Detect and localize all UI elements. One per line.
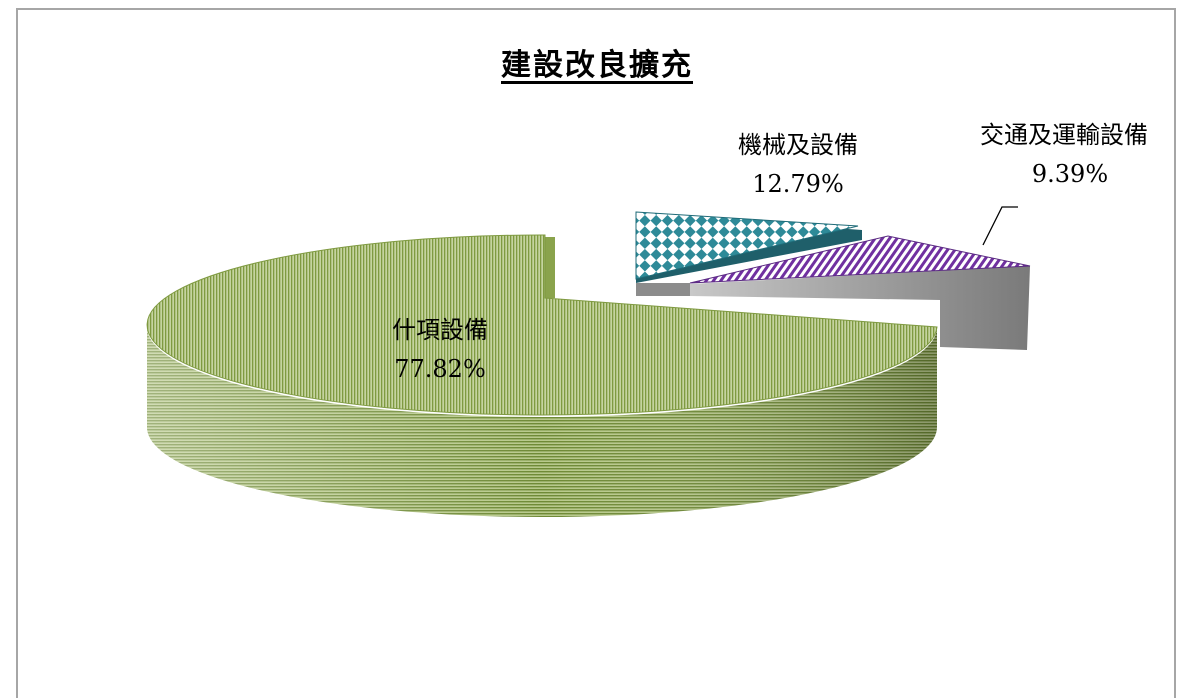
slice-group-machinery xyxy=(635,211,862,296)
slice-side-machinery xyxy=(636,283,690,296)
label-equipment-misc-value: 77.82% xyxy=(394,355,486,383)
label-transport-name: 交通及運輸設備 xyxy=(980,121,1148,149)
slice-group-transport xyxy=(689,235,1031,350)
slice-top-transport xyxy=(689,235,1031,284)
leader-line-transport xyxy=(982,206,1018,246)
slice-group-equipment-misc xyxy=(146,234,938,517)
slice-side-transport xyxy=(690,266,1030,350)
label-machinery-value: 12.79% xyxy=(752,170,844,198)
chart-title: 建設改良擴充 xyxy=(501,48,693,83)
slice-top-equipment-misc xyxy=(146,234,938,416)
slice-top-machinery xyxy=(635,211,859,280)
slice-side-shading xyxy=(147,327,937,517)
label-transport-value: 9.39% xyxy=(1032,160,1108,188)
slice-inner-wall xyxy=(545,237,555,298)
label-machinery-name: 機械及設備 xyxy=(738,131,858,159)
label-equipment-misc-name: 什項設備 xyxy=(392,316,488,344)
